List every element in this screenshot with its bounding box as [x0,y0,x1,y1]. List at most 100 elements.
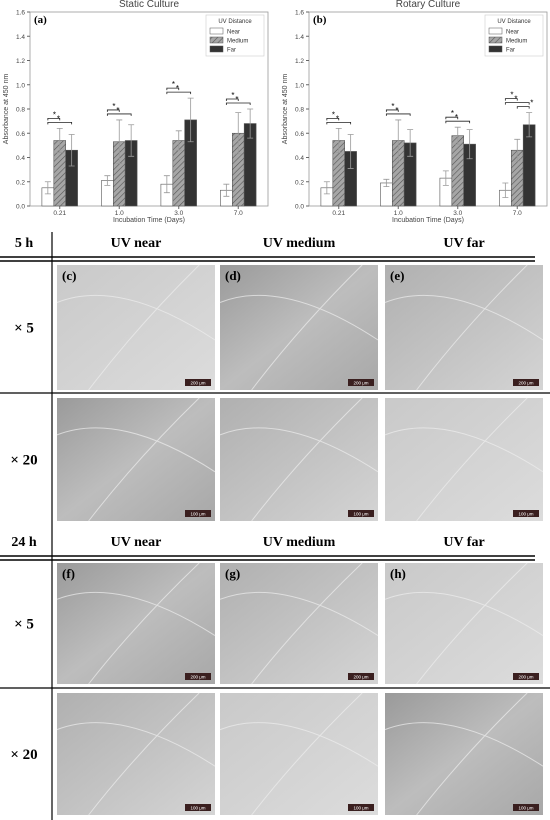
micrograph [385,563,543,684]
scale-bar-label: 100 μm [353,512,368,517]
y-tick-label: 0.8 [16,107,25,114]
y-tick-label: 0.4 [16,155,25,162]
scale-bar [348,804,374,811]
error-bar [466,129,473,160]
error-bar [383,178,390,187]
y-tick-label: 1.4 [295,34,304,41]
micrograph-texture [219,264,379,391]
significance-label: * [332,110,335,119]
significance-bracket [504,98,518,101]
scale-bar [185,379,211,386]
scale-bar-label: 100 μm [190,512,205,517]
legend-title: UV Distance [218,19,252,25]
panel-label: (a) [34,14,47,26]
significance-bracket [225,102,251,105]
significance-label: * [455,113,458,122]
significance-bracket [47,122,73,125]
micrograph [220,563,378,684]
significance-bracket [385,113,411,116]
panel-label: (h) [390,566,406,581]
micrograph [57,563,215,684]
significance-bracket [106,109,120,112]
significance-bracket [326,118,340,121]
significance-bracket [516,106,530,109]
panel-label: (f) [62,566,75,581]
error-bar [407,129,414,157]
x-tick-label: 1.0 [394,210,403,217]
micrograph-texture [56,264,216,391]
panel-label: (b) [313,14,327,26]
legend-swatch [209,27,224,35]
legend-swatch [209,36,224,44]
bar [451,135,464,207]
error-bar [323,181,330,195]
scale-bar-label: 200 μm [353,675,368,680]
column-header: UV near [111,236,162,251]
scale-bar [513,510,539,517]
micrograph [385,693,543,815]
time-label: 5 h [15,236,34,251]
y-tick-label: 0.4 [295,155,304,162]
significance-label: * [451,109,454,118]
y-tick-label: 1.2 [16,58,25,65]
y-tick-label: 0.0 [295,204,304,211]
significance-label: * [116,106,119,115]
scale-bar-label: 200 μm [190,381,205,386]
error-bar [175,130,182,151]
scale-bar [185,673,211,680]
significance-bracket [385,109,399,112]
legend-label: Near [227,30,240,36]
micrograph-texture [219,397,379,522]
significance-label: * [530,99,533,108]
scale-bar-label: 200 μm [190,675,205,680]
column-header: UV medium [263,535,336,550]
panel-label: (d) [225,268,241,283]
magnification-label: × 20 [10,747,37,763]
scale-bar [348,510,374,517]
scale-bar-label: 200 μm [353,381,368,386]
error-bar [104,175,111,186]
error-bar [56,128,63,154]
x-tick-label: 1.0 [115,210,124,217]
micrograph [220,398,378,521]
scale-bar [185,510,211,517]
significance-label: * [235,95,238,104]
significance-label: * [391,102,394,111]
magnification-label: × 20 [10,453,37,469]
micrograph-texture [56,562,216,685]
micrograph [57,265,215,390]
significance-label: * [172,80,175,89]
error-bar [223,183,230,197]
panel-label: (g) [225,566,240,581]
x-tick-label: 7.0 [513,210,522,217]
x-tick-label: 7.0 [234,210,243,217]
error-bar [347,134,354,169]
significance-label: * [176,84,179,93]
magnification-label: × 5 [14,617,34,633]
column-header: UV medium [263,236,336,251]
micrograph [385,398,543,521]
micrograph-texture [56,397,216,522]
scale-bar-label: 100 μm [353,806,368,811]
y-axis-label: Absorbance at 450 nm [282,74,289,145]
significance-label: * [112,102,115,111]
error-bar [442,170,449,186]
y-tick-label: 1.6 [16,10,25,17]
y-tick-label: 1.6 [295,10,304,17]
legend-swatch [488,27,503,35]
legend-swatch [488,45,503,53]
error-bar [526,112,533,138]
significance-bracket [47,118,61,121]
x-tick-label: 0.21 [332,210,345,217]
significance-label: * [395,106,398,115]
significance-label: * [53,110,56,119]
error-bar [247,108,254,139]
legend-label: Far [227,48,236,54]
x-tick-label: 0.21 [53,210,66,217]
error-bar [514,138,521,162]
x-tick-label: 3.0 [453,210,462,217]
micrograph [385,265,543,390]
legend-swatch [209,45,224,53]
scale-bar [185,804,211,811]
